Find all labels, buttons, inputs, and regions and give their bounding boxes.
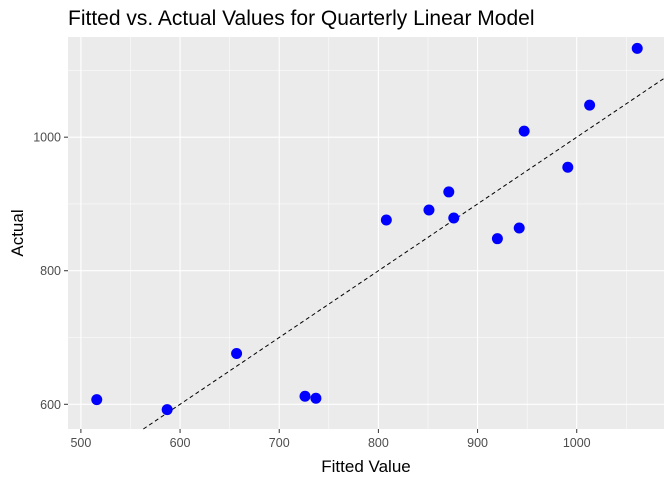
data-point — [423, 204, 435, 216]
y-tick-label: 1000 — [33, 131, 61, 145]
x-tick-label: 800 — [368, 436, 389, 450]
data-point — [310, 392, 322, 404]
data-point — [631, 42, 643, 54]
x-tick-label: 900 — [467, 436, 488, 450]
chart-title: Fitted vs. Actual Values for Quarterly L… — [68, 7, 535, 30]
major-gridlines — [68, 37, 664, 429]
y-tick-label: 600 — [40, 398, 61, 412]
y-axis-title: Actual — [8, 209, 27, 256]
data-point — [231, 348, 243, 360]
x-tick-label: 1000 — [563, 436, 591, 450]
data-point — [91, 394, 103, 406]
data-points — [91, 42, 643, 416]
data-point — [380, 214, 392, 226]
data-point — [299, 390, 311, 402]
y-axis: 600 800 1000 — [33, 131, 68, 412]
x-axis-title: Fitted Value — [321, 457, 410, 476]
data-point — [518, 125, 530, 137]
data-point — [513, 222, 525, 234]
data-point — [161, 404, 173, 416]
x-axis: 500 600 700 800 900 1000 — [70, 429, 591, 450]
data-point — [562, 161, 574, 173]
plot-panel — [68, 37, 664, 429]
data-point — [448, 212, 460, 224]
data-point — [491, 233, 503, 245]
data-point — [443, 186, 455, 198]
x-tick-label: 600 — [170, 436, 191, 450]
x-tick-label: 500 — [70, 436, 91, 450]
x-tick-label: 700 — [269, 436, 290, 450]
y-tick-label: 800 — [40, 264, 61, 278]
minor-gridlines — [68, 37, 664, 429]
data-point — [584, 99, 596, 111]
